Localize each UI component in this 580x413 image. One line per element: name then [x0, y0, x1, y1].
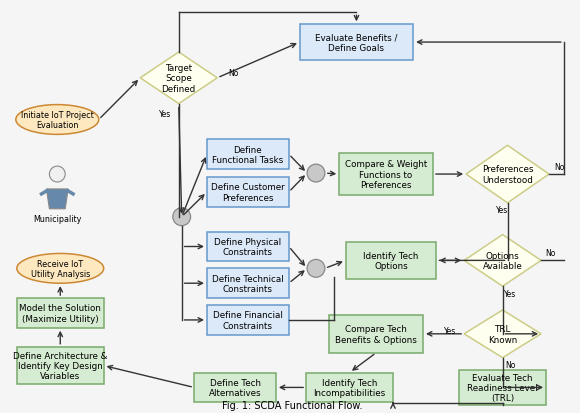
Text: Yes: Yes [444, 327, 456, 335]
Text: Define Financial
Constraints: Define Financial Constraints [213, 311, 283, 330]
Polygon shape [464, 310, 541, 358]
FancyBboxPatch shape [306, 373, 393, 402]
Text: Target
Scope
Defined: Target Scope Defined [162, 64, 196, 93]
Circle shape [307, 260, 325, 278]
Text: Model the Solution
(Maximize Utility): Model the Solution (Maximize Utility) [19, 304, 101, 323]
Text: No: No [228, 69, 238, 78]
Ellipse shape [17, 254, 104, 284]
FancyBboxPatch shape [459, 370, 546, 405]
Text: Define Technical
Constraints: Define Technical Constraints [212, 274, 284, 293]
Text: Options
Available: Options Available [483, 251, 523, 271]
Text: Preferences
Understood: Preferences Understood [482, 165, 533, 184]
FancyBboxPatch shape [17, 298, 104, 328]
Ellipse shape [16, 105, 99, 135]
FancyBboxPatch shape [207, 232, 289, 262]
Text: Define Physical
Constraints: Define Physical Constraints [214, 237, 281, 256]
Text: Initiate IoT Project
Evaluation: Initiate IoT Project Evaluation [21, 111, 93, 130]
Text: Fig. 1: SCDA Functional Flow.: Fig. 1: SCDA Functional Flow. [222, 400, 362, 410]
FancyBboxPatch shape [329, 315, 423, 353]
Text: Define Architecture &
Identify Key Design
Variables: Define Architecture & Identify Key Desig… [13, 351, 107, 380]
Circle shape [173, 208, 191, 226]
Polygon shape [464, 235, 541, 287]
FancyBboxPatch shape [194, 373, 276, 402]
Text: Compare Tech
Benefits & Options: Compare Tech Benefits & Options [335, 324, 417, 344]
FancyBboxPatch shape [207, 305, 289, 335]
Text: Evaluate Benefits /
Define Goals: Evaluate Benefits / Define Goals [315, 33, 398, 52]
Text: Yes: Yes [159, 110, 171, 119]
Polygon shape [46, 190, 68, 209]
Text: No: No [505, 360, 516, 369]
FancyBboxPatch shape [346, 242, 436, 280]
Text: Define Customer
Preferences: Define Customer Preferences [211, 183, 285, 202]
Text: TRL
Known: TRL Known [488, 324, 517, 344]
FancyBboxPatch shape [17, 347, 104, 385]
Polygon shape [140, 53, 218, 104]
Text: No: No [545, 248, 556, 257]
Text: No: No [554, 162, 564, 171]
FancyBboxPatch shape [339, 154, 433, 195]
Text: Receive IoT
Utility Analysis: Receive IoT Utility Analysis [31, 259, 90, 278]
Circle shape [307, 165, 325, 183]
Text: Define Tech
Alternatives: Define Tech Alternatives [209, 378, 262, 397]
Text: Identify Tech
Options: Identify Tech Options [363, 251, 419, 271]
Text: Evaluate Tech
Readiness Level
(TRL): Evaluate Tech Readiness Level (TRL) [467, 373, 538, 402]
Polygon shape [466, 146, 549, 203]
Text: Yes: Yes [505, 289, 517, 298]
FancyBboxPatch shape [300, 25, 413, 61]
Text: Identify Tech
Incompatibilities: Identify Tech Incompatibilities [313, 378, 386, 397]
Text: Yes: Yes [495, 206, 508, 215]
Text: Compare & Weight
Functions to
Preferences: Compare & Weight Functions to Preference… [345, 160, 427, 190]
FancyBboxPatch shape [207, 269, 289, 298]
Circle shape [49, 167, 65, 183]
FancyBboxPatch shape [207, 140, 289, 170]
Text: Define
Functional Tasks: Define Functional Tasks [212, 145, 284, 164]
Text: Municipality: Municipality [33, 215, 81, 224]
FancyBboxPatch shape [207, 178, 289, 207]
